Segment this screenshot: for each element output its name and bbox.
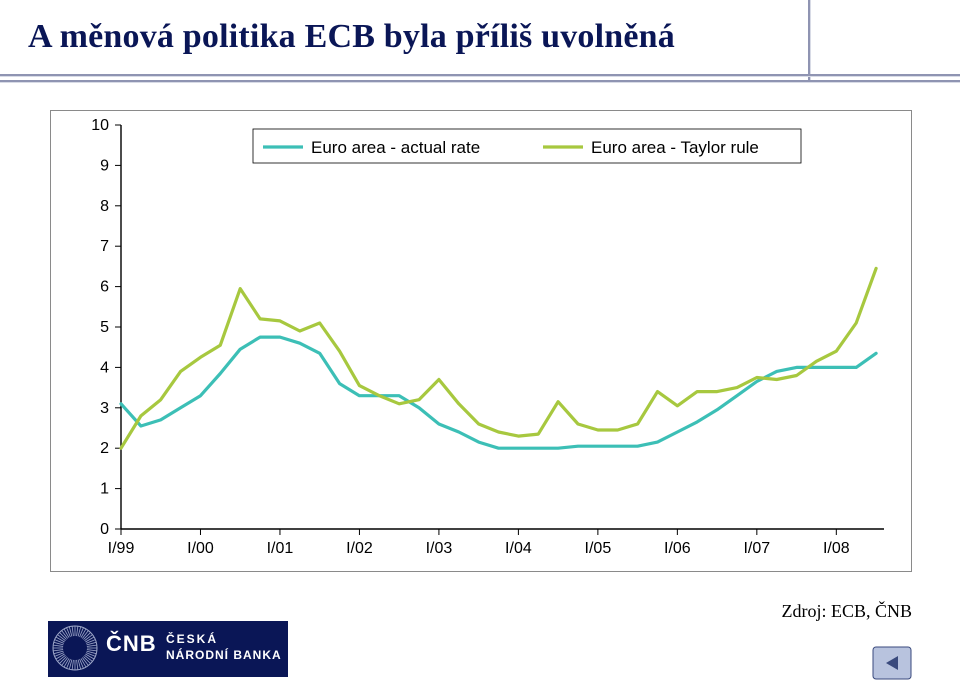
svg-text:Euro area - actual rate: Euro area - actual rate [311,138,480,157]
logo-text-line1: ČESKÁ [166,631,218,646]
svg-text:1: 1 [100,481,109,498]
cnb-logo: ČNB ČESKÁ NÁRODNÍ BANKA [48,621,288,682]
svg-text:I/05: I/05 [585,540,612,557]
svg-text:I/01: I/01 [267,540,294,557]
svg-text:10: 10 [91,117,109,134]
svg-text:I/08: I/08 [823,540,850,557]
svg-text:4: 4 [100,359,109,376]
logo-text-cnb: ČNB [106,631,157,656]
svg-text:3: 3 [100,400,109,417]
chart-source-label: Zdroj: ECB, ČNB [781,601,912,622]
svg-text:I/06: I/06 [664,540,691,557]
svg-text:I/03: I/03 [426,540,453,557]
svg-text:I/07: I/07 [743,540,770,557]
svg-text:I/04: I/04 [505,540,532,557]
svg-text:I/02: I/02 [346,540,373,557]
svg-text:8: 8 [100,198,109,215]
slide-title: A měnová politika ECB byla příliš uvolně… [28,18,675,56]
svg-text:0: 0 [100,521,109,538]
title-underline-1 [0,74,960,76]
back-arrow-icon [872,646,912,680]
svg-text:2: 2 [100,440,109,457]
cnb-logo-svg: ČNB ČESKÁ NÁRODNÍ BANKA [48,621,288,677]
title-underline-2 [0,80,960,82]
logo-text-line2: NÁRODNÍ BANKA [166,647,282,662]
title-bar: A měnová politika ECB byla příliš uvolně… [0,0,960,74]
svg-text:Euro area - Taylor rule: Euro area - Taylor rule [591,138,759,157]
svg-text:7: 7 [100,238,109,255]
svg-text:I/00: I/00 [187,540,214,557]
slide: A měnová politika ECB byla příliš uvolně… [0,0,960,690]
back-button[interactable] [872,646,912,680]
svg-text:9: 9 [100,157,109,174]
svg-text:5: 5 [100,319,109,336]
chart-panel: 0 1 2 3 4 5 6 7 8 9 10 I/99 I/00 I/01 I/02 I/03 I/04 I/05… [50,110,912,572]
svg-text:6: 6 [100,279,109,296]
title-divider-vertical [808,0,810,80]
svg-text:I/99: I/99 [108,540,135,557]
line-chart: 0 1 2 3 4 5 6 7 8 9 10 I/99 I/00 I/01 I/02 I/03 I/04 I/05… [51,111,909,569]
